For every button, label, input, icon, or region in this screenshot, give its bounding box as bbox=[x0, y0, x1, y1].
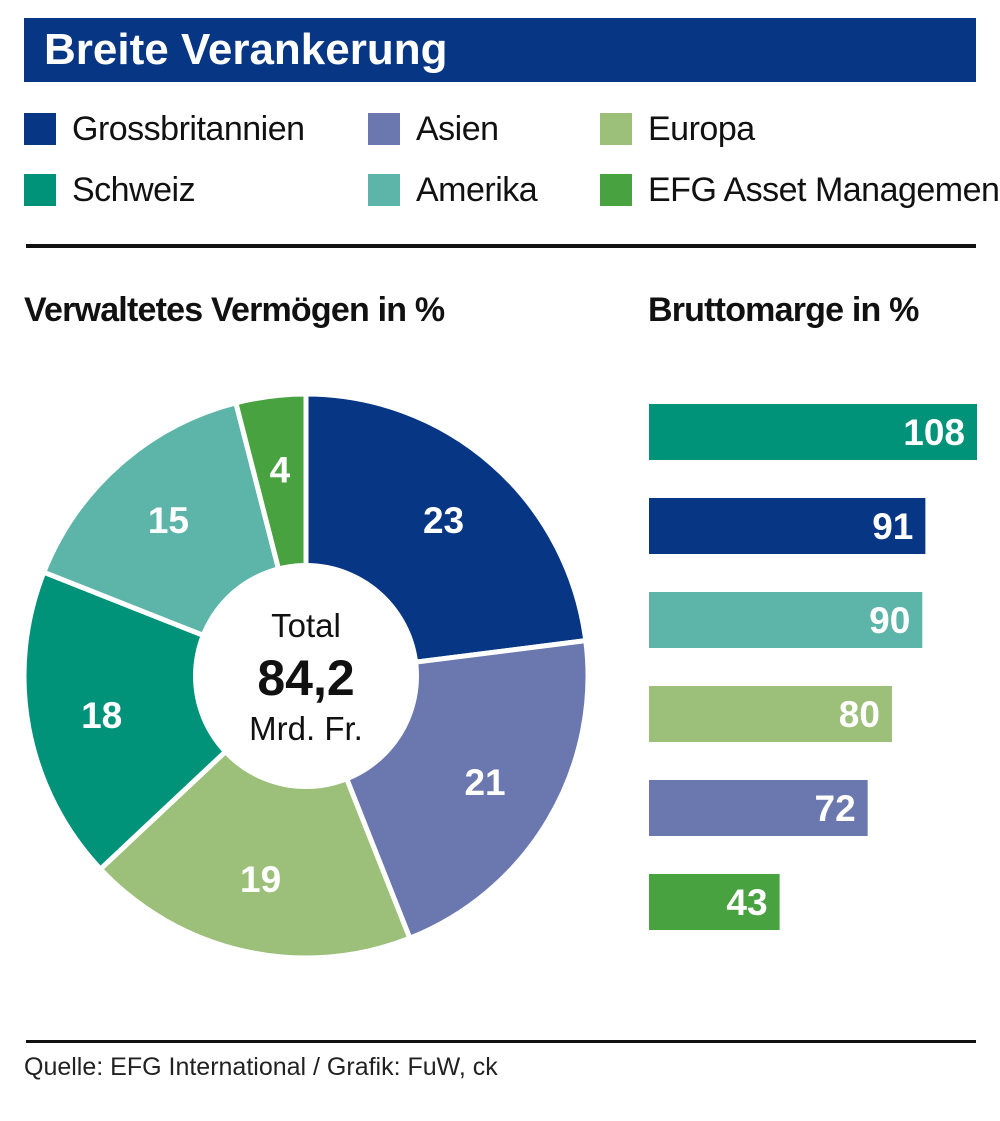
legend-item-efg: EFG Asset Management bbox=[600, 170, 1000, 210]
pie-center-unit: Mrd. Fr. bbox=[249, 710, 363, 747]
pie-label-1: 23 bbox=[423, 500, 464, 541]
bar-label-5: 72 bbox=[815, 788, 856, 829]
legend-swatch-asien bbox=[368, 113, 400, 145]
pie-slice-4 bbox=[21, 569, 309, 872]
bar-5 bbox=[649, 780, 868, 836]
legend-label-efg: EFG Asset Management bbox=[648, 171, 1000, 209]
legend-label-asien: Asien bbox=[416, 110, 499, 148]
source-note: Quelle: EFG International / Grafik: FuW,… bbox=[24, 1053, 498, 1081]
legend-item-amerika: Amerika bbox=[368, 170, 538, 210]
divider-bottom bbox=[26, 1040, 976, 1043]
legend-swatch-grossbritannien bbox=[24, 113, 56, 145]
pie-label-6: 4 bbox=[270, 450, 291, 491]
legend-item-grossbritannien: Grossbritannien bbox=[24, 109, 305, 149]
legend-swatch-efg bbox=[600, 174, 632, 206]
pie-label-5: 15 bbox=[148, 500, 189, 541]
bar-4 bbox=[649, 686, 892, 742]
pie-label-2: 21 bbox=[464, 762, 505, 803]
bar-label-4: 80 bbox=[839, 694, 880, 735]
pie-center-value: 84,2 bbox=[257, 650, 354, 706]
chart-title: Breite Verankerung bbox=[44, 25, 448, 74]
legend-label-europa: Europa bbox=[648, 110, 755, 148]
bar-2 bbox=[649, 498, 926, 554]
pie-center-label: Total bbox=[271, 607, 341, 644]
pie-label-3: 19 bbox=[240, 859, 281, 900]
bar-label-2: 91 bbox=[872, 506, 913, 547]
legend-swatch-schweiz bbox=[24, 174, 56, 206]
legend-label-amerika: Amerika bbox=[416, 171, 538, 209]
bar-3 bbox=[649, 592, 923, 648]
bar-label-3: 90 bbox=[869, 600, 910, 641]
legend-item-europa: Europa bbox=[600, 109, 755, 149]
legend-swatch-amerika bbox=[368, 174, 400, 206]
bar-6 bbox=[649, 874, 780, 930]
legend-label-schweiz: Schweiz bbox=[72, 171, 196, 209]
title-bar: Breite Verankerung bbox=[24, 18, 976, 82]
legend-item-schweiz: Schweiz bbox=[24, 170, 196, 210]
pie-chart: Total 84,2 Mrd. Fr. 23 21 19 18 15 4 bbox=[21, 391, 591, 961]
bar-chart: 108 91 90 80 72 43 bbox=[649, 404, 977, 930]
bar-title: Bruttomarge in % bbox=[648, 291, 919, 329]
pie-label-4: 18 bbox=[81, 695, 122, 736]
legend-item-asien: Asien bbox=[368, 109, 499, 149]
pie-center-hole bbox=[193, 563, 419, 789]
legend-swatch-europa bbox=[600, 113, 632, 145]
bar-label-6: 43 bbox=[726, 882, 767, 923]
pie-title: Verwaltetes Vermögen in % bbox=[24, 291, 445, 329]
bar-1 bbox=[649, 404, 977, 460]
bar-label-1: 108 bbox=[903, 412, 965, 453]
legend-label-grossbritannien: Grossbritannien bbox=[72, 110, 305, 148]
divider-top bbox=[26, 244, 976, 248]
